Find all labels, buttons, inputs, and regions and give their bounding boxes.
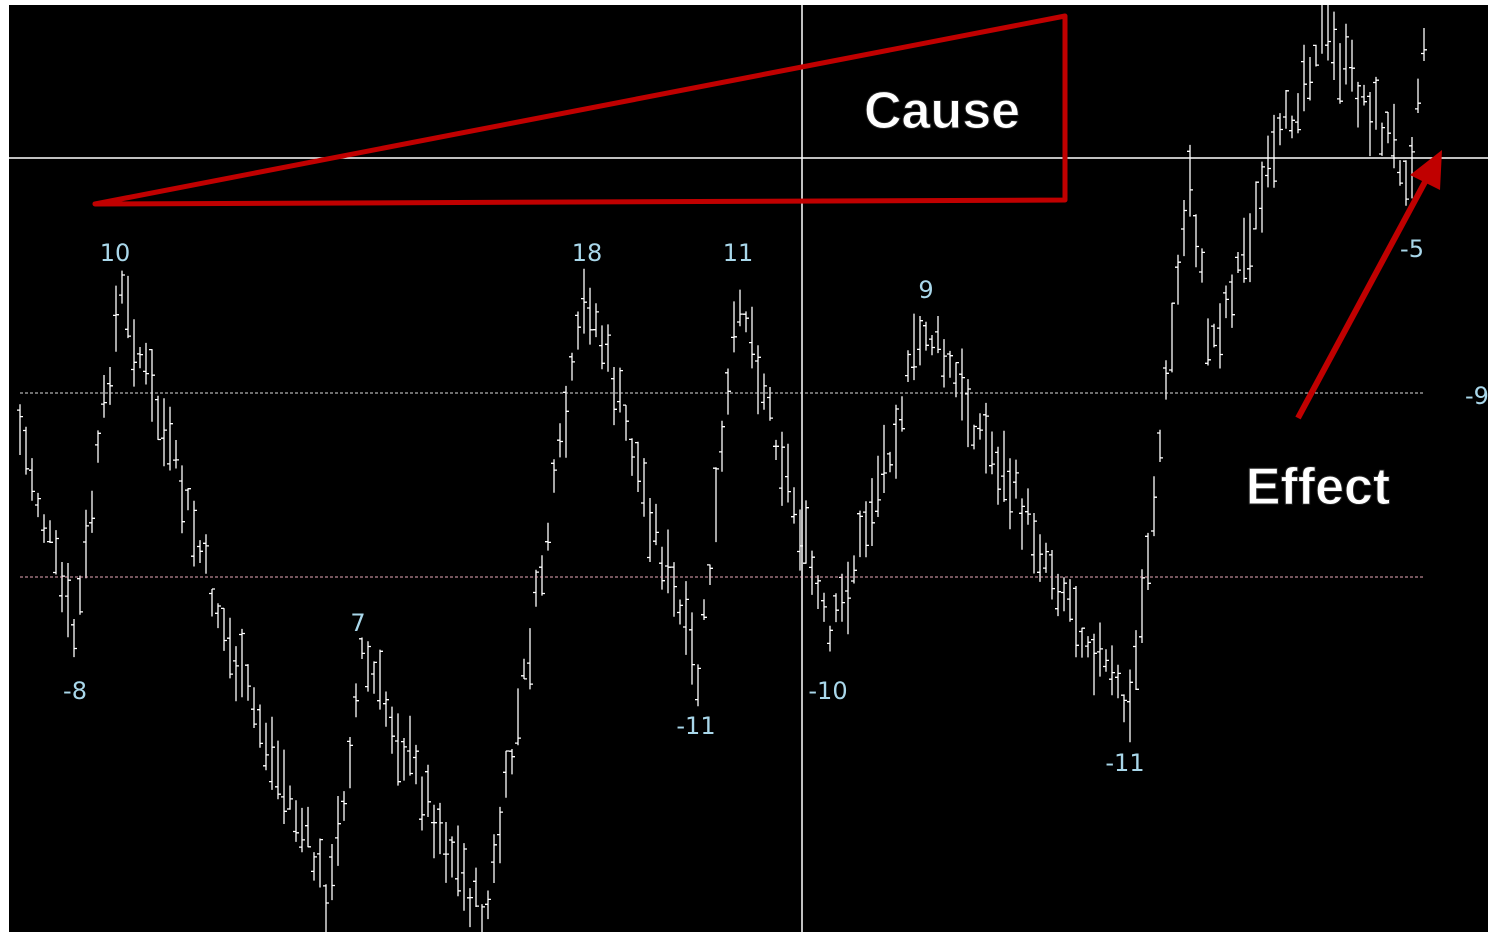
effect-arrowhead: [1410, 150, 1442, 190]
price-bars: [17, 0, 1427, 932]
swing-label: 7: [350, 609, 365, 637]
swing-label: 9: [918, 276, 933, 304]
effect-label: Effect: [1246, 458, 1390, 516]
cause-triangle: [92, 13, 1068, 207]
swing-label: -10: [808, 677, 847, 705]
cause-label: Cause: [864, 82, 1020, 140]
top-border: [0, 0, 1488, 5]
swing-label: 11: [723, 239, 754, 267]
swing-label: 18: [572, 239, 603, 267]
swing-label: -9: [1465, 382, 1488, 410]
effect-arrow: [1295, 178, 1429, 420]
swing-label: -11: [676, 712, 715, 740]
left-border: [0, 0, 9, 932]
swing-label: -8: [63, 677, 87, 705]
swing-label: -5: [1400, 235, 1424, 263]
swing-label: 10: [100, 239, 131, 267]
price-bar: [17, 0, 1427, 932]
swing-label: -11: [1105, 749, 1144, 777]
